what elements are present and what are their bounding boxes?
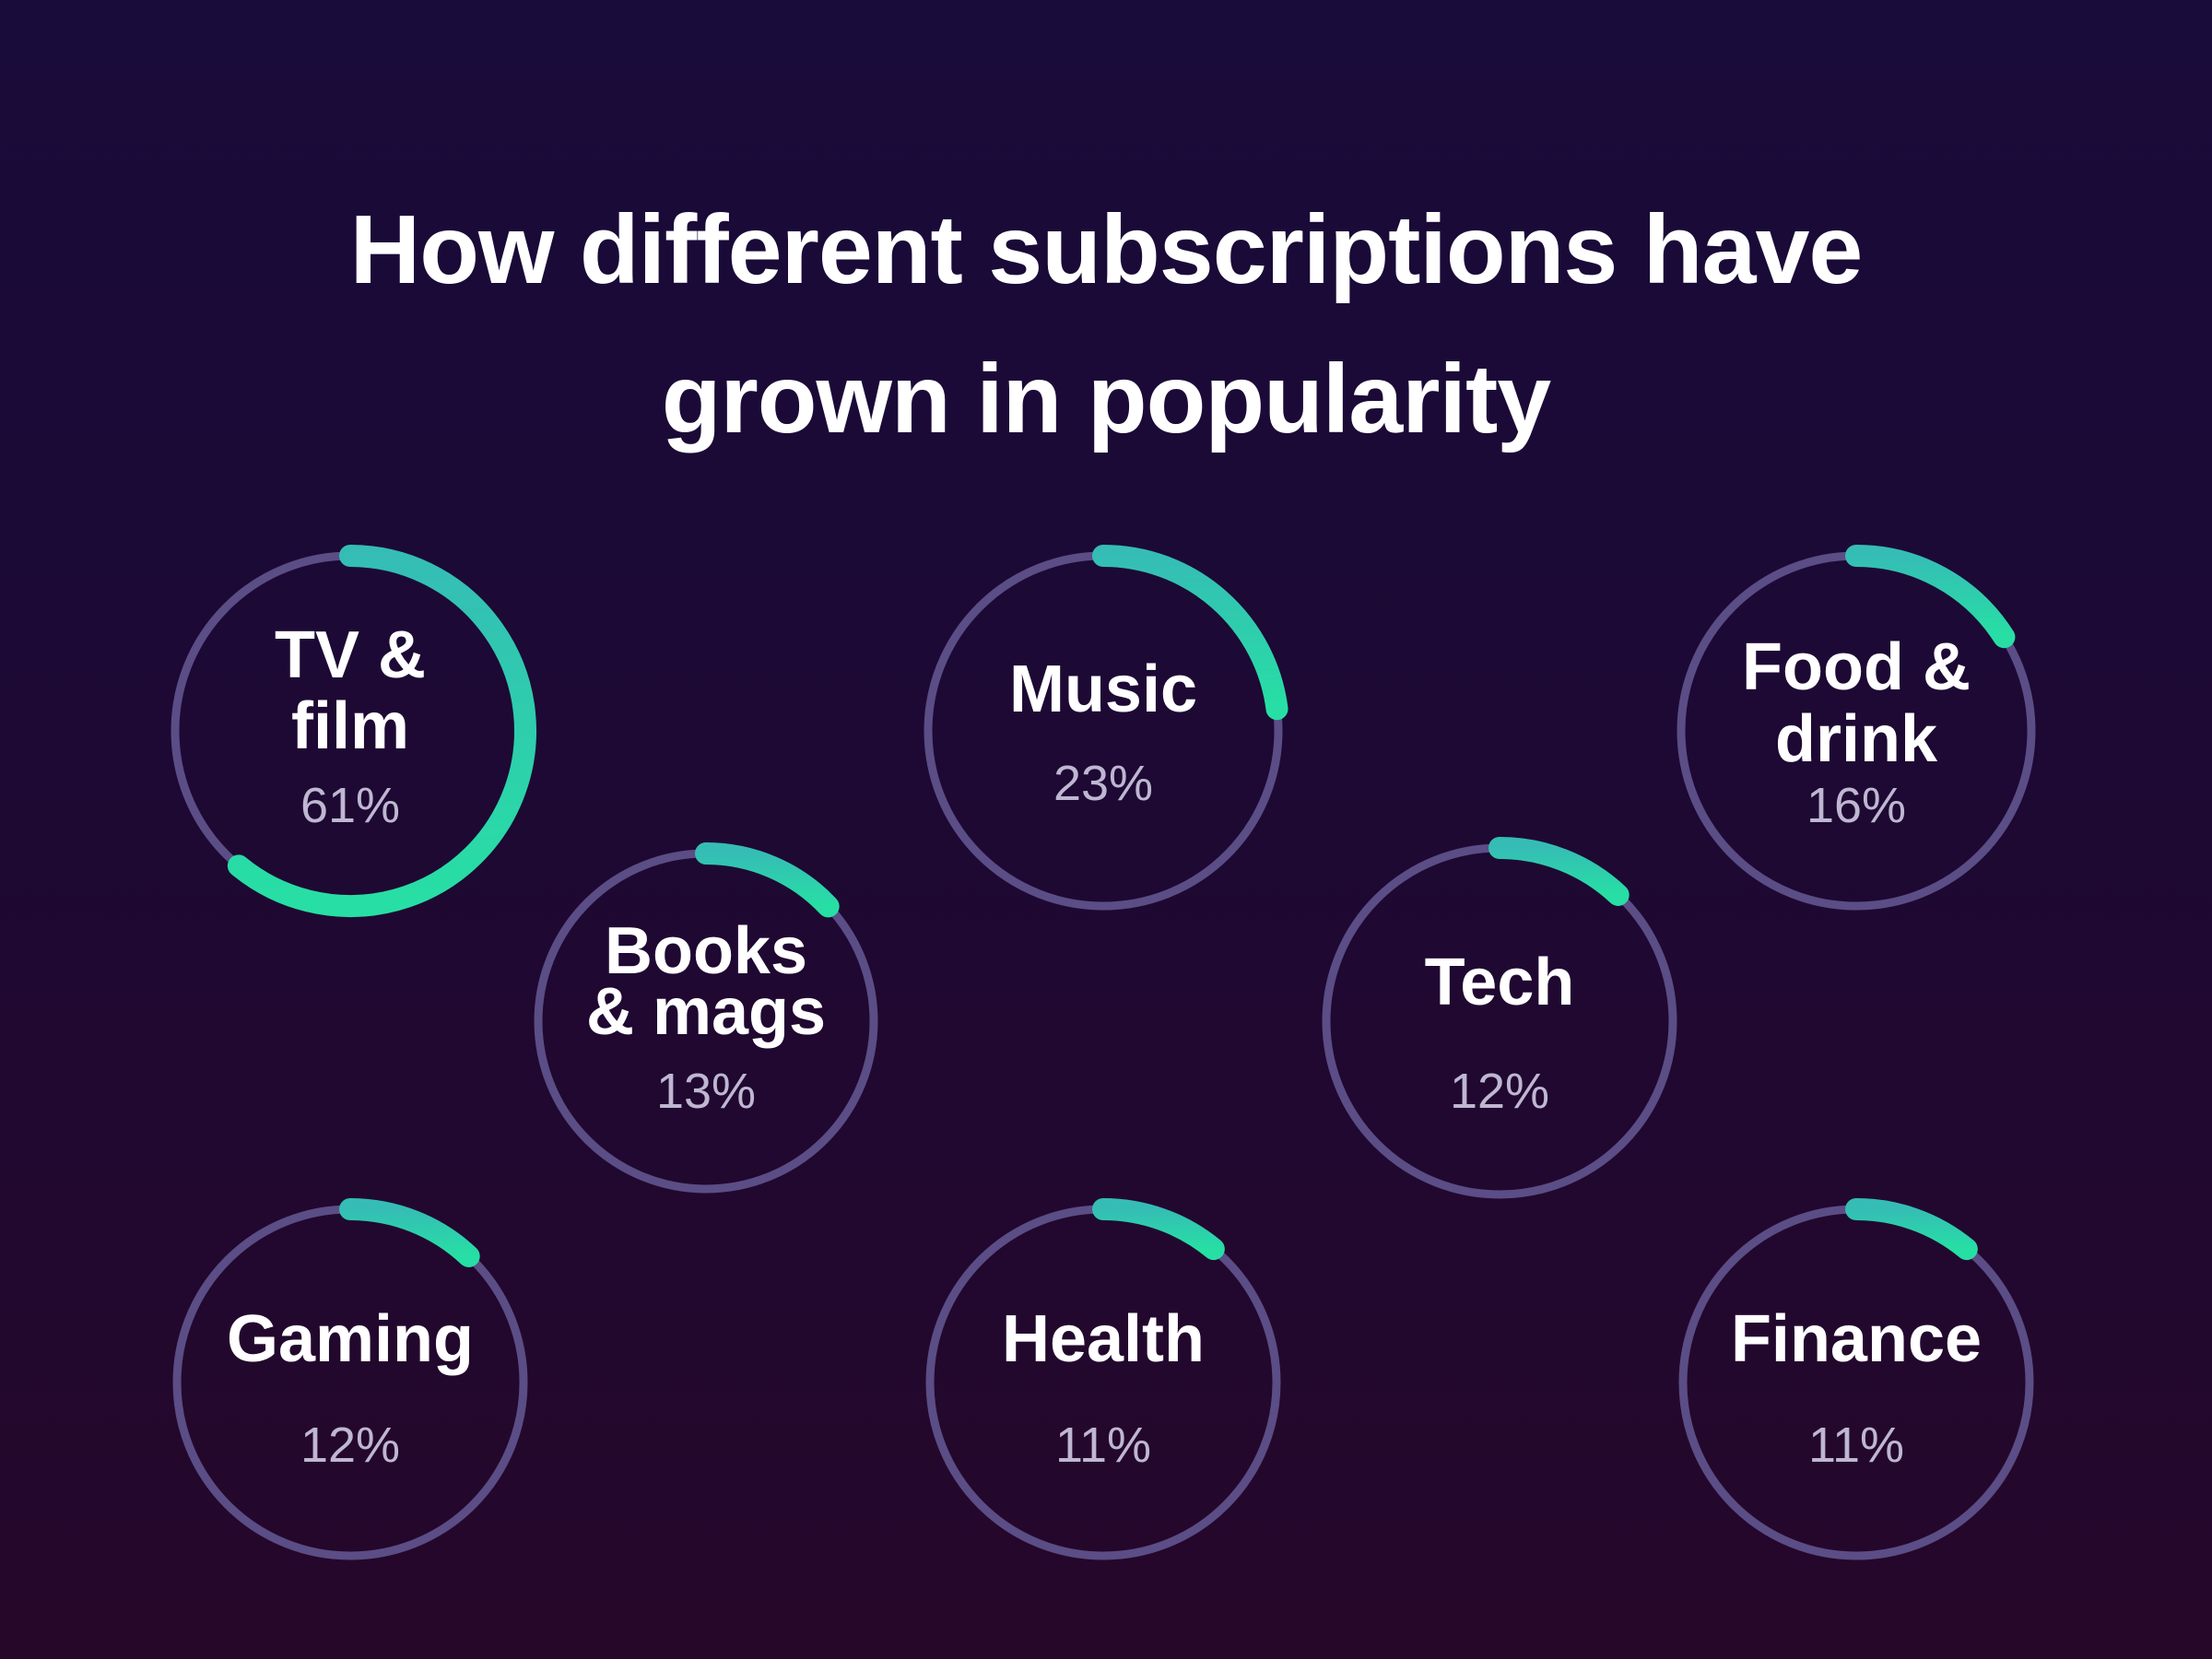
ring-arc-finance (1845, 1198, 1978, 1261)
percent-label-health: 11% (1055, 1418, 1151, 1473)
percent-label-tv-and-film: 61% (300, 778, 400, 833)
percent-label-tech: 12% (1450, 1064, 1549, 1119)
percent-label-music: 23% (1053, 756, 1153, 811)
chart-title-line-2: grown in popularity (661, 345, 1551, 453)
category-label-finance: Finance (1731, 1302, 1982, 1376)
ring-finance: Finance 11% (1678, 1198, 2034, 1560)
category-label-gaming: Gaming (227, 1302, 474, 1376)
ring-books-and-mags: Books& mags 13% (534, 842, 878, 1194)
ring-health: Health 11% (925, 1198, 1281, 1560)
category-label-books-and-mags-line-1: Books (605, 914, 807, 988)
ring-track-health (925, 1205, 1281, 1560)
category-label-tv-and-film-line-1: TV & (275, 618, 426, 692)
ring-tech: Tech 12% (1322, 837, 1677, 1199)
percent-label-finance: 11% (1808, 1418, 1904, 1473)
ring-track-finance (1678, 1205, 2034, 1560)
ring-gaming: Gaming 12% (172, 1198, 528, 1560)
chart-title-line-1: How different subscriptions have (349, 195, 1864, 304)
ring-tv-and-film: TV &film 61% (171, 545, 536, 917)
category-label-music: Music (1009, 653, 1197, 726)
percent-label-gaming: 12% (300, 1418, 400, 1473)
ring-arc-music (1092, 545, 1288, 721)
ring-arc-health (1092, 1198, 1225, 1261)
ring-arc-books-and-mags (695, 842, 840, 918)
ring-arc-food-and-drink (1845, 545, 2016, 649)
ring-arc-tv-and-film (227, 545, 536, 917)
ring-music: Music 23% (924, 545, 1288, 911)
ring-arc-tech (1488, 837, 1630, 906)
ring-arc-gaming (339, 1198, 480, 1267)
category-label-health: Health (1002, 1302, 1205, 1376)
category-label-food-and-drink-line-2: drink (1775, 702, 1938, 776)
category-label-tech: Tech (1425, 946, 1575, 1019)
percent-label-food-and-drink: 16% (1806, 778, 1906, 833)
chart-title: How different subscriptions have grown i… (0, 175, 2212, 474)
category-label-food-and-drink-line-1: Food & (1742, 630, 1971, 704)
percent-label-books-and-mags: 13% (656, 1064, 756, 1119)
category-label-tv-and-film-line-2: film (291, 689, 409, 763)
category-label-books-and-mags-line-2: & mags (586, 975, 826, 1049)
